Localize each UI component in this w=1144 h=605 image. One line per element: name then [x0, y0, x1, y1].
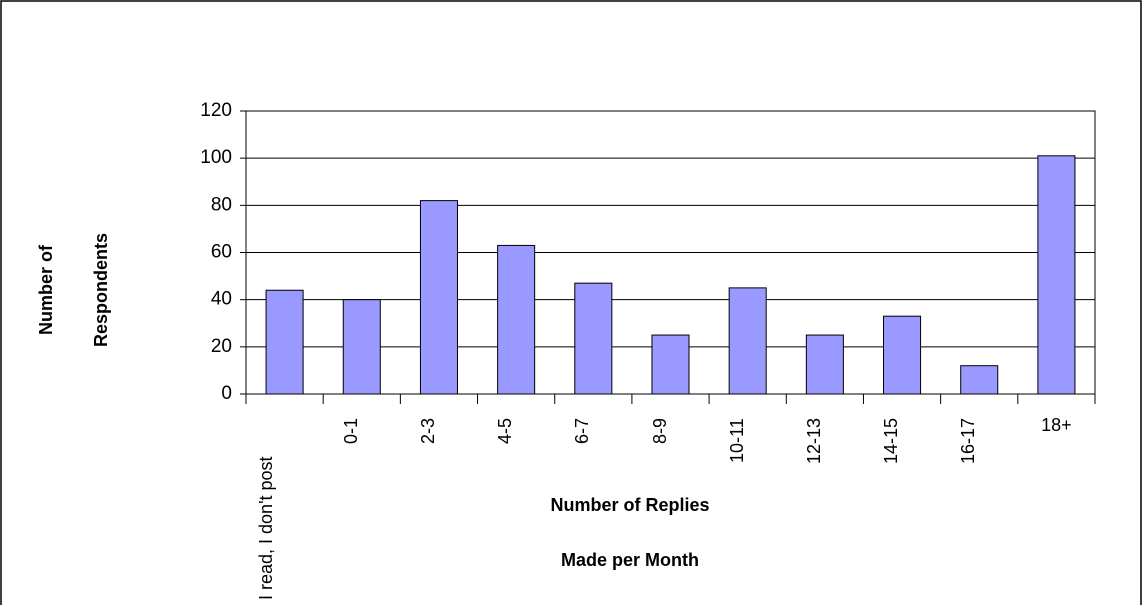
bar — [497, 244, 536, 395]
x-axis-title: Number of Replies — [550, 495, 710, 515]
bar — [574, 282, 613, 395]
x-axis-title: Made per Month — [561, 550, 699, 570]
bar — [728, 287, 767, 395]
x-tick-label: 0-1 — [340, 418, 361, 445]
y-axis-title: Respondents — [91, 233, 111, 348]
y-tick-label: 20 — [211, 336, 232, 357]
x-tick-label: 18+ — [1041, 415, 1072, 435]
y-tick-label: 60 — [211, 242, 232, 263]
bar — [883, 315, 922, 395]
y-tick-label: 100 — [200, 147, 232, 168]
x-tick-label: 14-15 — [881, 418, 902, 465]
y-tick-label: 0 — [221, 383, 232, 404]
y-tick-label: 40 — [211, 289, 232, 310]
bar — [960, 365, 999, 395]
bar — [805, 334, 844, 395]
y-tick-label: 120 — [200, 100, 232, 121]
bar — [651, 334, 690, 395]
bar — [419, 200, 458, 395]
y-axis-title: Number of — [36, 245, 56, 335]
x-tick-label: 16-17 — [958, 418, 979, 465]
bar — [265, 289, 304, 395]
y-tick-label: 80 — [211, 194, 232, 215]
bar — [1037, 155, 1076, 395]
bar — [342, 299, 381, 395]
x-tick-label: I read, I don't post — [255, 456, 276, 600]
